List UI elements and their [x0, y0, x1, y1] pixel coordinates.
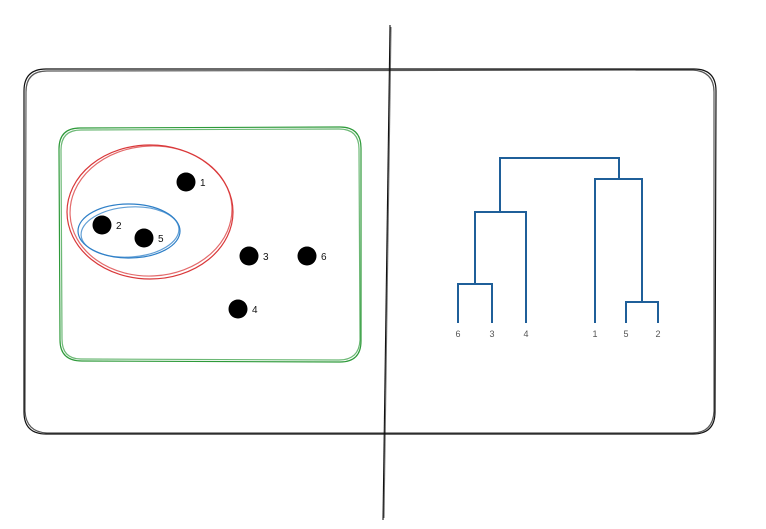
dendrogram-link-root [499, 157, 620, 213]
dendrogram-leaf-labels: 6 3 4 1 5 2 [455, 329, 660, 339]
data-point-5 [134, 228, 154, 248]
inner-cluster-stroke-b [80, 206, 180, 258]
dendrogram [457, 157, 659, 323]
leaf-label: 6 [455, 329, 460, 339]
leaf-label: 5 [623, 329, 628, 339]
divider-stroke-a [382, 24, 391, 521]
middle-cluster-boundary [66, 144, 234, 280]
outer-frame [23, 68, 717, 435]
inner-cluster-boundary [77, 203, 181, 259]
leaf-label: 2 [655, 329, 660, 339]
point-label: 6 [321, 252, 327, 263]
point-label: 5 [158, 234, 164, 245]
middle-cluster-stroke-a [66, 144, 234, 280]
leaf-label: 3 [489, 329, 494, 339]
points-group: 1 2 5 3 6 4 [92, 172, 327, 319]
leaf-label: 1 [592, 329, 597, 339]
dendrogram-link-5-2 [625, 301, 659, 323]
data-point-2 [92, 215, 112, 235]
data-point-6 [297, 246, 317, 266]
data-point-3 [239, 246, 259, 266]
dendrogram-link-1-52 [594, 178, 643, 323]
divider-stroke-b [383, 26, 392, 519]
outer-cluster-stroke-b [60, 128, 361, 361]
outer-frame-stroke-a [23, 68, 717, 435]
point-label: 1 [200, 178, 206, 189]
outer-cluster-stroke-a [58, 126, 362, 363]
point-label: 2 [116, 221, 122, 232]
dendrogram-link-6-3 [457, 283, 493, 323]
dendrogram-link-63-4 [474, 211, 527, 323]
point-label: 4 [252, 305, 258, 316]
data-point-4 [228, 299, 248, 319]
point-label: 3 [263, 252, 269, 263]
outer-frame-stroke-b [24, 69, 715, 434]
data-point-1 [176, 172, 196, 192]
middle-cluster-stroke-b [69, 145, 233, 277]
divider-line [382, 24, 392, 521]
inner-cluster-stroke-a [77, 203, 181, 259]
leaf-label: 4 [523, 329, 528, 339]
outer-cluster-boundary [58, 126, 362, 363]
